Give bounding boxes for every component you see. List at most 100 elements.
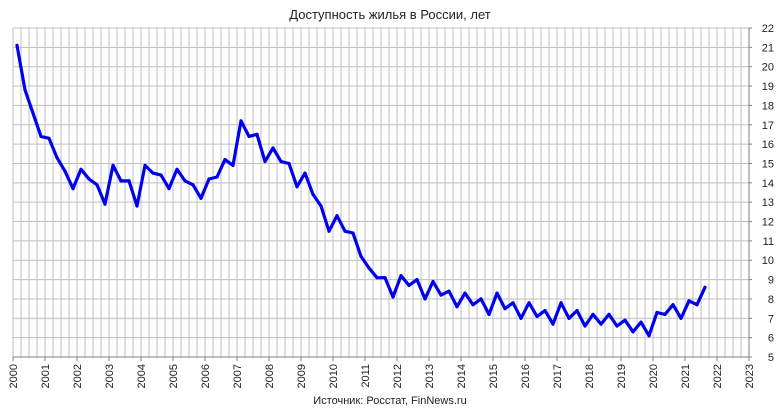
data-point [527, 301, 531, 305]
data-point [167, 187, 171, 191]
x-tick-label: 2003 [104, 364, 116, 388]
data-point [127, 179, 131, 183]
data-point [623, 318, 627, 322]
data-point [119, 179, 123, 183]
series-layer [15, 43, 707, 338]
data-point [399, 274, 403, 278]
data-point [687, 299, 691, 303]
data-point [447, 289, 451, 293]
data-point [351, 231, 355, 235]
data-point [695, 303, 699, 307]
data-point [183, 179, 187, 183]
x-tick-label: 2002 [72, 364, 84, 388]
x-tick-label: 2022 [712, 364, 724, 388]
data-point [551, 322, 555, 326]
data-point [271, 146, 275, 150]
data-point [263, 159, 267, 164]
data-point [303, 171, 307, 175]
data-point [495, 291, 499, 295]
y-tick-label: 9 [768, 275, 774, 287]
x-tick-label: 2017 [552, 364, 564, 388]
x-tick-label: 2006 [200, 364, 212, 388]
data-point [391, 295, 395, 299]
data-point [463, 291, 467, 295]
data-point [239, 119, 243, 123]
data-point [487, 312, 491, 316]
data-point [47, 136, 51, 140]
x-tick-label: 2013 [424, 364, 436, 388]
data-point [23, 88, 27, 92]
data-point [415, 278, 419, 282]
data-point [703, 285, 707, 289]
data-point [559, 301, 563, 305]
data-point [535, 314, 539, 318]
data-point [199, 196, 203, 200]
data-point [31, 111, 35, 115]
x-tick-label: 2000 [8, 364, 20, 388]
data-point [231, 163, 235, 167]
x-tick-label: 2015 [488, 364, 500, 388]
x-axis-tick-labels: 2000 2001 2002 2003 2004 2005 2006 2007 2008 2009… [8, 364, 756, 388]
data-point [439, 293, 443, 297]
data-point [111, 163, 115, 167]
x-tick-label: 2011 [360, 364, 372, 388]
data-point [575, 309, 579, 313]
y-axis-tick-labels: 5 6 7 8 9 10 11 12 13 14 15 16 17 18 19 20 21 22 [762, 23, 774, 364]
data-point [103, 202, 107, 206]
y-tick-label: 8 [768, 294, 774, 306]
x-tick-label: 2007 [232, 364, 244, 388]
data-point [175, 167, 179, 171]
x-tick-label: 2020 [648, 364, 660, 388]
data-point [479, 297, 483, 301]
x-tick-label: 2021 [680, 364, 692, 388]
data-point [95, 183, 99, 187]
x-tick-label: 2001 [40, 364, 52, 388]
data-point [255, 132, 259, 136]
data-point [655, 310, 659, 315]
data-point [375, 276, 379, 280]
x-tick-label: 2008 [264, 364, 276, 388]
x-tick-label: 2009 [296, 364, 308, 388]
data-point [431, 279, 435, 284]
data-point [423, 297, 427, 301]
data-point [39, 134, 43, 138]
data-point [335, 214, 339, 218]
data-point [639, 320, 643, 324]
data-point [159, 173, 163, 177]
data-point [223, 158, 227, 162]
data-point [151, 171, 155, 175]
y-tick-label: 16 [762, 139, 774, 151]
y-tick-label: 15 [762, 158, 774, 170]
data-point [63, 169, 67, 173]
y-tick-label: 21 [762, 42, 774, 54]
y-tick-label: 20 [762, 62, 774, 74]
y-tick-label: 7 [768, 313, 774, 325]
data-point [591, 312, 595, 316]
y-tick-label: 5 [768, 352, 774, 364]
data-point [319, 204, 323, 208]
data-point [87, 177, 91, 181]
data-point [55, 156, 59, 160]
y-tick-label: 12 [762, 217, 774, 229]
x-tick-label: 2012 [392, 364, 404, 388]
data-point [135, 204, 139, 208]
data-point [471, 303, 475, 307]
data-point [407, 283, 411, 287]
data-point [215, 175, 219, 179]
data-point [599, 322, 603, 326]
y-tick-label: 19 [762, 81, 774, 93]
data-point [311, 192, 315, 196]
chart-title: Доступность жилья в России, лет [289, 7, 491, 22]
data-point [79, 167, 83, 171]
data-point [455, 305, 459, 309]
data-point [327, 229, 331, 233]
data-point [191, 183, 195, 187]
y-tick-label: 22 [762, 23, 774, 35]
y-tick-label: 10 [762, 255, 774, 267]
data-point [15, 43, 19, 48]
y-tick-label: 13 [762, 197, 774, 209]
x-tick-label: 2016 [520, 364, 532, 388]
data-point [615, 324, 619, 328]
gridlines [12, 27, 750, 358]
